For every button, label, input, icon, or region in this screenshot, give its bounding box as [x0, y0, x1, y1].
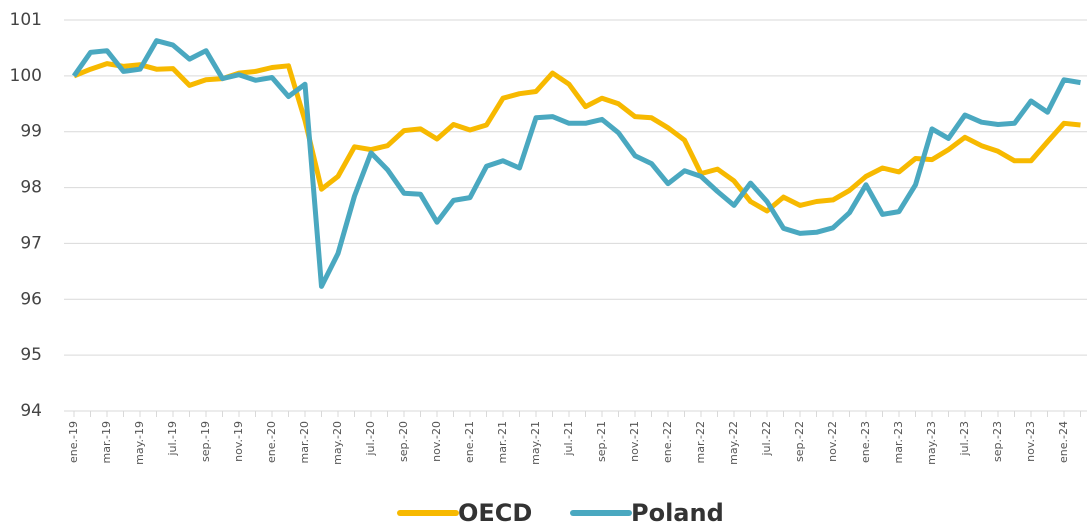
x-tick-label: ene.-20 — [265, 421, 278, 463]
x-tick-label: ene.-24 — [1057, 421, 1070, 463]
legend-label: OECD — [458, 499, 532, 527]
y-tick-label: 96 — [20, 289, 42, 309]
x-tick-label: sep.-22 — [793, 421, 806, 462]
legend-label: Poland — [631, 499, 724, 527]
x-tick-label: nov.-20 — [430, 421, 443, 462]
y-tick-label: 98 — [20, 178, 42, 198]
x-tick-label: sep.-19 — [199, 421, 212, 462]
x-tick-label: mar.-22 — [694, 421, 707, 463]
y-tick-label: 95 — [20, 345, 42, 365]
x-tick-label: mar.-20 — [298, 421, 311, 463]
series-line — [73, 61, 1081, 214]
x-tick-label: ene.-23 — [859, 421, 872, 463]
x-tick-label: ene.-19 — [67, 421, 80, 463]
x-tick-label: may.-23 — [925, 421, 938, 465]
x-tick-label: may.-19 — [133, 421, 146, 465]
x-tick-label: jul.-19 — [166, 421, 179, 457]
x-tick-label: jul.-22 — [760, 421, 773, 457]
x-tick-label: ene.-21 — [463, 421, 476, 463]
y-tick-label: 99 — [20, 122, 42, 142]
x-tick-label: mar.-21 — [496, 421, 509, 463]
x-tick-label: nov.-22 — [826, 421, 839, 462]
x-tick-label: mar.-23 — [892, 421, 905, 463]
x-tick-label: jul.-21 — [562, 421, 575, 457]
x-tick-label: may.-21 — [529, 421, 542, 465]
x-tick-label: jul.-23 — [958, 421, 971, 457]
y-tick-label: 94 — [20, 401, 42, 421]
x-tick-label: may.-22 — [727, 421, 740, 465]
x-tick-label: sep.-20 — [397, 421, 410, 462]
y-tick-label: 97 — [20, 233, 42, 253]
x-tick-label: mar.-19 — [100, 421, 113, 463]
x-tick-label: nov.-23 — [1024, 421, 1037, 462]
x-tick-label: ene.-22 — [661, 421, 674, 463]
x-tick-label: nov.-19 — [232, 421, 245, 462]
series-line — [71, 38, 1081, 289]
x-tick-label: may.-20 — [331, 421, 344, 465]
x-tick-label: sep.-23 — [991, 421, 1004, 462]
y-tick-label: 100 — [10, 66, 42, 86]
x-tick-label: jul.-20 — [364, 421, 377, 457]
x-tick-label: sep.-21 — [595, 421, 608, 462]
x-tick-label: nov.-21 — [628, 421, 641, 462]
y-tick-label: 101 — [10, 10, 42, 30]
